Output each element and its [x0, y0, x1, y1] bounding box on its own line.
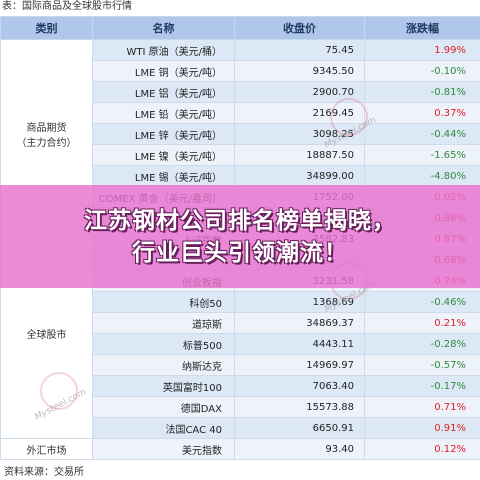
close-price: 3098.25: [234, 123, 365, 145]
change-percent: 0.37%: [364, 102, 480, 124]
close-price: 14969.97: [234, 354, 365, 376]
instrument-name: LME 铝（美元/吨）: [92, 81, 235, 103]
table-row: 道琼斯 34869.37 0.21%: [1, 312, 480, 334]
instrument-name: WTI 原油（美元/桶）: [92, 39, 235, 61]
instrument-name: LME 镍（美元/吨）: [92, 144, 235, 166]
change-percent: -0.44%: [364, 123, 480, 145]
change-percent: 0.21%: [364, 312, 480, 334]
headline-banner: 江苏钢材公司排名榜单揭晓， 行业巨头引领潮流！: [0, 185, 480, 288]
change-percent: 1.99%: [364, 39, 480, 61]
change-percent: -0.57%: [364, 354, 480, 376]
close-price: 2900.70: [234, 81, 365, 103]
close-price: 34899.00: [234, 165, 365, 187]
change-percent: 0.71%: [364, 396, 480, 418]
header-name: 名称: [92, 16, 235, 40]
change-percent: -1.65%: [364, 144, 480, 166]
table-row: 法国CAC 40 6650.91 0.91%: [1, 417, 480, 439]
headline-line-1: 江苏钢材公司排名榜单揭晓，: [84, 207, 396, 234]
instrument-name: 道琼斯: [92, 312, 235, 334]
instrument-name: LME 锌（美元/吨）: [92, 123, 235, 145]
table-row: 商品期货 （主力合约） WTI 原油（美元/桶） 75.45 1.99%: [0, 39, 480, 229]
change-percent: -0.17%: [364, 375, 480, 397]
change-percent: 0.12%: [364, 438, 480, 460]
category-sublabel: （主力合约）: [16, 138, 77, 149]
instrument-name: 纳斯达克: [92, 354, 235, 376]
headline-line-2: 行业巨头引领潮流！: [132, 239, 348, 266]
instrument-name: 英国富时100: [92, 375, 235, 397]
close-price: 9345.50: [234, 60, 365, 82]
change-percent: -4.80%: [364, 165, 480, 187]
table-row: LME 锌（美元/吨） 3098.25 -0.44%: [1, 123, 480, 145]
watermark-stamp-icon: [330, 98, 368, 136]
table-row: 标普500 4443.11 -0.28%: [1, 333, 480, 355]
instrument-name: LME 锡（美元/吨）: [92, 165, 235, 187]
close-price: 75.45: [234, 39, 365, 61]
category-label: 商品期货: [26, 123, 67, 134]
change-percent: -0.81%: [364, 81, 480, 103]
close-price: 7063.40: [234, 375, 365, 397]
table-caption: 表：国际商品及全球股市行情: [0, 0, 480, 16]
change-percent: -0.10%: [364, 60, 480, 82]
table-header-row: 类别 名称 收盘价 涨跌幅: [0, 16, 480, 40]
table-row: 外汇市场 美元指数 93.40 0.12%: [0, 438, 480, 460]
close-price: 15573.88: [234, 396, 365, 418]
instrument-name: 标普500: [92, 333, 235, 355]
close-price: 34869.37: [234, 312, 365, 334]
table-row: LME 铝（美元/吨） 2900.70 -0.81%: [1, 81, 480, 103]
instrument-name: LME 铜（美元/吨）: [92, 60, 235, 82]
change-percent: 0.91%: [364, 417, 480, 439]
category-fx: 外汇市场: [0, 438, 93, 460]
table-row: LME 锡（美元/吨） 34899.00 -4.80%: [1, 165, 480, 187]
close-price: 4443.11: [234, 333, 365, 355]
close-price: 6650.91: [234, 417, 365, 439]
table-row: 德国DAX 15573.88 0.71%: [1, 396, 480, 418]
header-close-price: 收盘价: [234, 16, 365, 40]
source-note: 资料来源：交易所: [4, 467, 84, 478]
instrument-name: 德国DAX: [92, 396, 235, 418]
instrument-name: 美元指数: [92, 438, 235, 460]
close-price: 93.40: [234, 438, 365, 460]
header-change: 涨跌幅: [364, 16, 480, 40]
change-percent: -0.46%: [364, 291, 480, 313]
instrument-name: 法国CAC 40: [92, 417, 235, 439]
instrument-name: LME 铅（美元/吨）: [92, 102, 235, 124]
header-category: 类别: [0, 16, 93, 40]
watermark-stamp-icon: [40, 372, 78, 410]
close-price: 18887.50: [234, 144, 365, 166]
change-percent: -0.28%: [364, 333, 480, 355]
instrument-name: 科创50: [92, 291, 235, 313]
table-row: LME 镍（美元/吨） 18887.50 -1.65%: [1, 144, 480, 166]
table-row: LME 铜（美元/吨） 9345.50 -0.10%: [1, 60, 480, 82]
